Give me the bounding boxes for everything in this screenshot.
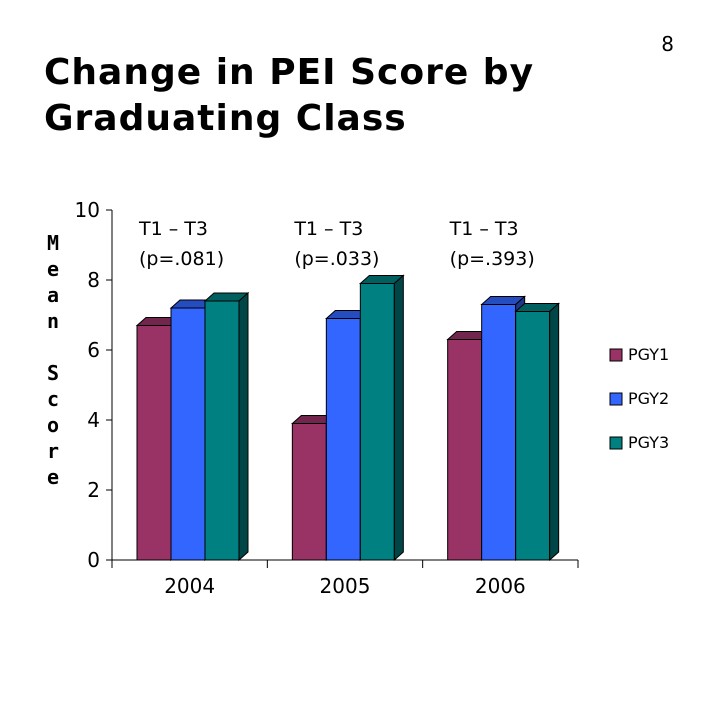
bar-front <box>359 283 395 561</box>
bar-front <box>447 339 483 561</box>
bar-2006-PGY3 <box>514 302 560 562</box>
annotations: T1 – T3 (p=.081) T1 – T3 (p=.033) T1 – T3 (p=… <box>138 218 535 270</box>
bar-front <box>481 304 517 561</box>
x-category-labels: 2004 2005 2006 <box>164 574 526 598</box>
bar-front <box>204 300 240 561</box>
y-tick-label: 8 <box>87 268 100 292</box>
bar-side <box>238 291 249 562</box>
slide-number: 8 <box>661 32 674 56</box>
slide-title: Change in PEI Score by Graduating Class <box>44 52 535 139</box>
bar-2004-PGY3 <box>203 291 250 562</box>
x-category-label: 2006 <box>475 574 526 598</box>
bar-front <box>325 318 361 561</box>
annotation-line1: T1 – T3 <box>449 218 519 240</box>
annotation-line2: (p=.033) <box>294 248 379 270</box>
legend-swatch-PGY3 <box>609 436 623 450</box>
y-axis-label: M e a n S c o r e <box>46 231 60 489</box>
bar-side <box>393 274 404 562</box>
y-tick-label: 10 <box>75 198 100 222</box>
bar-2005-PGY3 <box>359 274 405 562</box>
legend-swatch-PGY1 <box>609 348 623 362</box>
y-tick-label: 6 <box>87 338 100 362</box>
chart-bars <box>135 274 560 562</box>
legend-swatch-PGY2 <box>609 392 623 406</box>
legend-label-PGY2: PGY2 <box>628 389 669 408</box>
bar-front <box>291 423 327 561</box>
x-category-label: 2005 <box>320 574 371 598</box>
bar-front <box>136 325 172 561</box>
y-tick-label: 4 <box>87 408 100 432</box>
annotation-line1: T1 – T3 <box>138 218 208 240</box>
y-tick-label: 0 <box>87 548 100 572</box>
legend: PGY1 PGY2 PGY3 <box>609 345 669 452</box>
annotation-line2: (p=.081) <box>139 248 224 270</box>
annotation-line2: (p=.393) <box>450 248 535 270</box>
annotation-line1: T1 – T3 <box>293 218 363 240</box>
y-tick-labels: 0 2 4 6 8 10 <box>75 198 100 572</box>
legend-label-PGY1: PGY1 <box>628 345 669 364</box>
bar-front <box>170 307 206 561</box>
y-tick-label: 2 <box>87 478 100 502</box>
bar-side <box>549 302 560 562</box>
bar-front <box>515 311 551 561</box>
x-category-label: 2004 <box>164 574 215 598</box>
legend-label-PGY3: PGY3 <box>628 433 669 452</box>
